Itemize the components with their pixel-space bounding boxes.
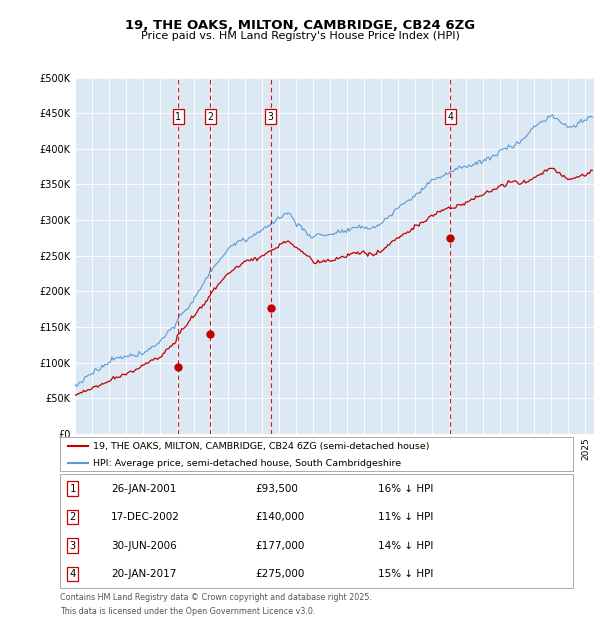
- Text: £177,000: £177,000: [255, 541, 304, 551]
- Text: 26-JAN-2001: 26-JAN-2001: [112, 484, 176, 494]
- Text: £275,000: £275,000: [255, 569, 304, 579]
- Text: 4: 4: [70, 569, 76, 579]
- Text: 19, THE OAKS, MILTON, CAMBRIDGE, CB24 6ZG (semi-detached house): 19, THE OAKS, MILTON, CAMBRIDGE, CB24 6Z…: [94, 442, 430, 451]
- Text: 17-DEC-2002: 17-DEC-2002: [112, 512, 180, 522]
- Text: 20-JAN-2017: 20-JAN-2017: [112, 569, 176, 579]
- Text: 19, THE OAKS, MILTON, CAMBRIDGE, CB24 6ZG: 19, THE OAKS, MILTON, CAMBRIDGE, CB24 6Z…: [125, 19, 475, 32]
- Text: 2: 2: [208, 112, 214, 122]
- Text: 14% ↓ HPI: 14% ↓ HPI: [378, 541, 433, 551]
- Text: 3: 3: [268, 112, 274, 122]
- Text: Contains HM Land Registry data © Crown copyright and database right 2025.: Contains HM Land Registry data © Crown c…: [60, 593, 372, 603]
- Text: HPI: Average price, semi-detached house, South Cambridgeshire: HPI: Average price, semi-detached house,…: [94, 459, 401, 468]
- Text: This data is licensed under the Open Government Licence v3.0.: This data is licensed under the Open Gov…: [60, 607, 316, 616]
- Text: 4: 4: [448, 112, 454, 122]
- Text: 2: 2: [70, 512, 76, 522]
- Text: 1: 1: [175, 112, 181, 122]
- Text: 3: 3: [70, 541, 76, 551]
- Text: 11% ↓ HPI: 11% ↓ HPI: [378, 512, 433, 522]
- Text: 15% ↓ HPI: 15% ↓ HPI: [378, 569, 433, 579]
- Text: 16% ↓ HPI: 16% ↓ HPI: [378, 484, 433, 494]
- Text: £93,500: £93,500: [255, 484, 298, 494]
- Text: 30-JUN-2006: 30-JUN-2006: [112, 541, 177, 551]
- Text: 1: 1: [70, 484, 76, 494]
- Text: £140,000: £140,000: [255, 512, 304, 522]
- Text: Price paid vs. HM Land Registry's House Price Index (HPI): Price paid vs. HM Land Registry's House …: [140, 31, 460, 41]
